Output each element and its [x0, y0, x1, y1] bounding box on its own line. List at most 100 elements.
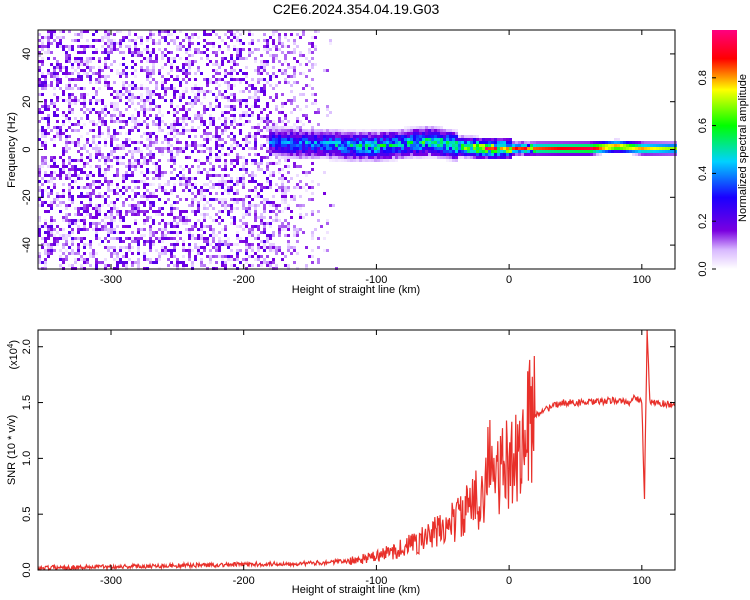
- spectrogram-cell: [62, 195, 65, 198]
- spectrogram-cell: [257, 264, 260, 267]
- spectrogram-cell: [134, 186, 137, 189]
- spectrogram-cell: [86, 177, 89, 180]
- spectrogram-cell: [377, 156, 380, 159]
- spectrogram-cell: [254, 126, 257, 129]
- spectrogram-cell: [188, 258, 191, 261]
- spectrogram-cell: [266, 138, 269, 141]
- spectrogram-cell: [596, 144, 599, 147]
- spectrogram-cell: [137, 48, 140, 51]
- spectrogram-cell: [296, 129, 299, 132]
- spectrogram-cell: [95, 207, 98, 210]
- spectrogram-cell: [191, 129, 194, 132]
- spectrogram-cell: [302, 132, 305, 135]
- spectrogram-cell: [122, 240, 125, 243]
- spectrogram-cell: [338, 141, 341, 144]
- spectrogram-cell: [248, 234, 251, 237]
- spectrogram-cell: [152, 219, 155, 222]
- spectrogram-cell: [293, 96, 296, 99]
- spectrogram-cell: [59, 174, 62, 177]
- spectrogram-cell: [305, 264, 308, 267]
- spectrogram-cell: [608, 150, 611, 153]
- spectrogram-cell: [299, 54, 302, 57]
- spectrogram-cell: [101, 108, 104, 111]
- spectrogram-cell: [197, 48, 200, 51]
- spectrogram-cell: [329, 156, 332, 159]
- spectrogram-cell: [626, 150, 629, 153]
- spectrogram-cell: [212, 81, 215, 84]
- spectrogram-cell: [347, 159, 350, 162]
- spectrogram-cell: [506, 147, 509, 150]
- spectrogram-cell: [38, 39, 41, 42]
- spectrogram-cell: [425, 132, 428, 135]
- spectrogram-cell: [281, 42, 284, 45]
- spectrogram-cell: [302, 72, 305, 75]
- spectrogram-cell: [38, 45, 41, 48]
- spectrogram-cell: [155, 237, 158, 240]
- spectrogram-cell: [278, 138, 281, 141]
- spectrogram-cell: [116, 120, 119, 123]
- spectrogram-cell: [212, 75, 215, 78]
- spectrogram-cell: [95, 237, 98, 240]
- spectrogram-cell: [179, 108, 182, 111]
- spectrogram-cell: [209, 147, 212, 150]
- spectrogram-cell: [479, 156, 482, 159]
- spectrogram-cell: [407, 150, 410, 153]
- spectrogram-cell: [269, 153, 272, 156]
- spectrogram-cell: [251, 177, 254, 180]
- spectrogram-cell: [512, 144, 515, 147]
- spectrogram-cell: [185, 264, 188, 267]
- spectrogram-cell: [176, 132, 179, 135]
- spectrogram-cell: [278, 249, 281, 252]
- spectrogram-cell: [242, 186, 245, 189]
- spectrogram-cell: [245, 66, 248, 69]
- spectrogram-cell: [389, 153, 392, 156]
- spectrogram-cell: [446, 159, 449, 162]
- spectrogram-cell: [80, 33, 83, 36]
- spectrogram-cell: [68, 72, 71, 75]
- spectrogram-cell: [275, 126, 278, 129]
- spectrogram-cell: [275, 96, 278, 99]
- spectrogram-cell: [149, 72, 152, 75]
- spectrogram-cell: [155, 93, 158, 96]
- spectrogram-cell: [242, 114, 245, 117]
- spectrogram-cell: [638, 153, 641, 156]
- spectrogram-cell: [512, 153, 515, 156]
- spectrogram-cell: [398, 132, 401, 135]
- spectrogram-cell: [356, 150, 359, 153]
- spectrogram-cell: [53, 201, 56, 204]
- spectrogram-cell: [326, 144, 329, 147]
- spectrogram-cell: [200, 90, 203, 93]
- spectrogram-cell: [275, 219, 278, 222]
- spectrogram-cell: [224, 96, 227, 99]
- spectrogram-cell: [326, 150, 329, 153]
- spectrogram-cell: [38, 234, 41, 237]
- spectrogram-cell: [179, 150, 182, 153]
- spectrogram-cell: [38, 51, 41, 54]
- spectrogram-cell: [98, 243, 101, 246]
- spectrogram-cell: [110, 213, 113, 216]
- spectrogram-cell: [290, 147, 293, 150]
- spectrogram-cell: [182, 168, 185, 171]
- spectrogram-cell: [65, 213, 68, 216]
- spectrogram-cell: [152, 204, 155, 207]
- spectrogram-cell: [287, 138, 290, 141]
- spectrogram-cell: [305, 144, 308, 147]
- spectrogram-cell: [233, 258, 236, 261]
- spectrogram-cell: [257, 90, 260, 93]
- spectrogram-cell: [272, 144, 275, 147]
- spectrogram-cell: [107, 81, 110, 84]
- spectrogram-cell: [182, 243, 185, 246]
- spectrogram-cell: [74, 129, 77, 132]
- spectrogram-cell: [650, 153, 653, 156]
- spectrogram-cell: [176, 258, 179, 261]
- spectrogram-cell: [293, 42, 296, 45]
- spectrogram-cell: [293, 234, 296, 237]
- spectrogram-cell: [632, 141, 635, 144]
- spectrogram-cell: [227, 258, 230, 261]
- spectrogram-cell: [98, 66, 101, 69]
- spectrogram-cell: [263, 120, 266, 123]
- spectrogram-cell: [614, 141, 617, 144]
- spectrogram-cell: [452, 132, 455, 135]
- spectrogram-cell: [269, 135, 272, 138]
- spectrogram-cell: [497, 144, 500, 147]
